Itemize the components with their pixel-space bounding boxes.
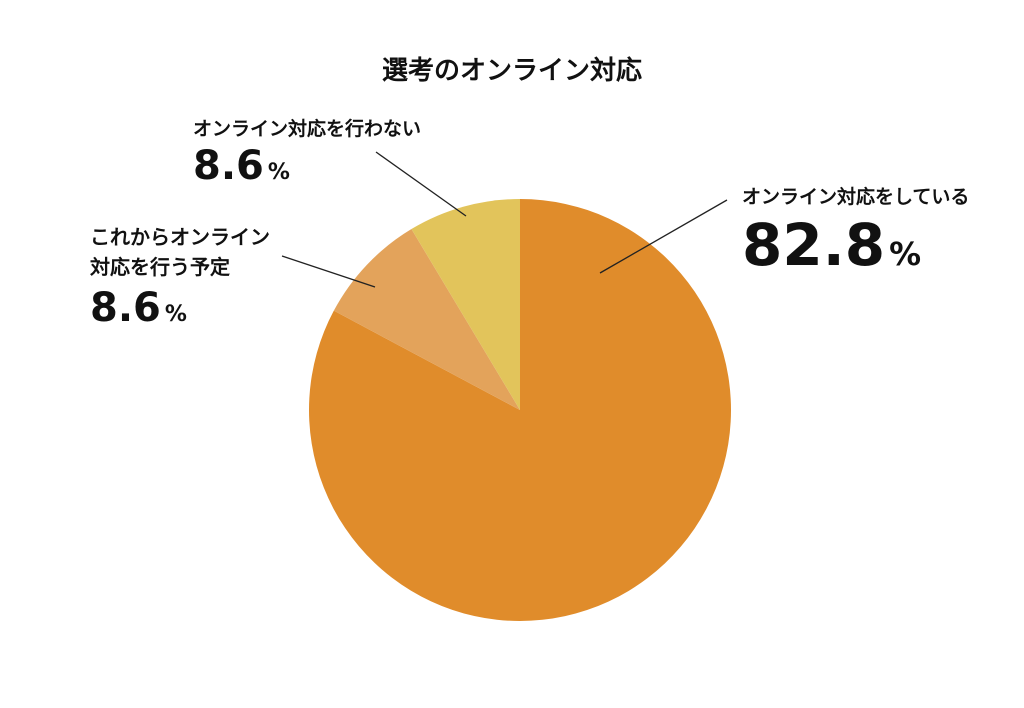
value-unit: % [889, 235, 922, 273]
slice-label: オンライン対応を行わない 8.6% [193, 114, 421, 186]
pie [308, 199, 731, 621]
slice-value: 8.6% [193, 146, 421, 186]
leader-line [375, 151, 467, 217]
slice-value: 8.6% [90, 288, 280, 328]
slice-name: オンライン対応をしている [742, 186, 970, 208]
leader-line [281, 255, 376, 288]
value-unit: % [267, 160, 290, 185]
slice-name: これからオンライン対応を行う予定 [90, 225, 270, 279]
pie-slice [411, 199, 520, 410]
slice-value: 82.8% [742, 216, 969, 274]
value-number: 8.6 [193, 143, 264, 189]
leader-line [599, 199, 728, 274]
pie-slice [333, 229, 520, 410]
value-number: 8.6 [90, 285, 161, 331]
slice-label: これからオンライン対応を行う予定 8.6% [90, 222, 280, 328]
slice-name: オンライン対応を行わない [193, 118, 422, 140]
value-number: 82.8 [742, 211, 886, 279]
chart-title: 選考のオンライン対応 [381, 56, 642, 86]
value-unit: % [164, 302, 187, 327]
slice-label: オンライン対応をしている 82.8% [742, 182, 969, 274]
